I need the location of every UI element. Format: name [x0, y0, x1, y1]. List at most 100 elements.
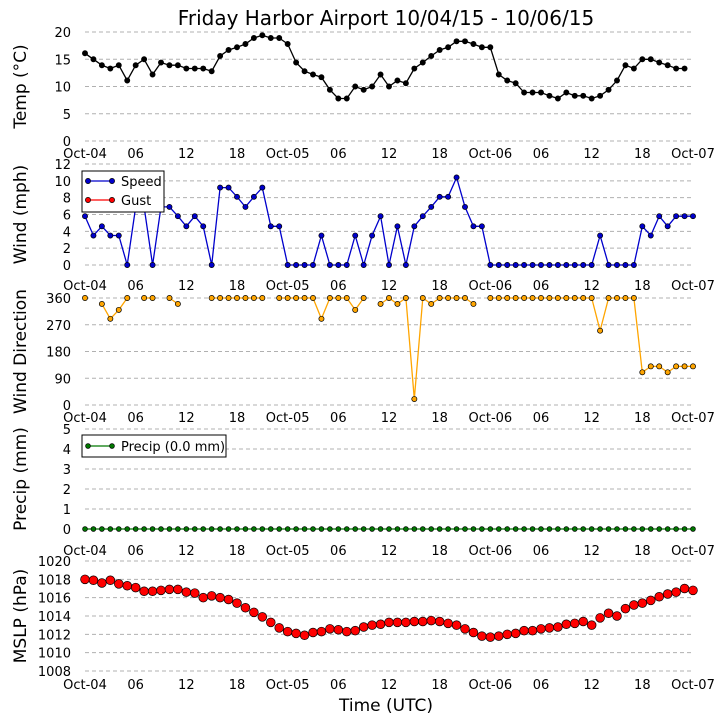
data-point	[234, 295, 240, 301]
data-point	[107, 65, 114, 72]
data-point	[538, 89, 544, 96]
x-tick-label: 06	[533, 147, 550, 162]
x-tick-label: Oct-04	[63, 544, 107, 559]
data-point	[411, 65, 418, 72]
data-point	[647, 232, 654, 239]
data-point	[325, 624, 335, 634]
data-point	[217, 184, 224, 191]
data-point	[394, 300, 401, 307]
x-tick-label: 12	[381, 411, 398, 426]
legend-marker-precip	[85, 443, 91, 449]
data-point	[487, 526, 494, 532]
data-point	[139, 586, 149, 596]
y-tick-label: 1010	[38, 647, 71, 662]
data-point	[612, 611, 622, 621]
data-point	[605, 526, 612, 532]
data-point	[597, 232, 604, 239]
x-tick-label: Oct-06	[468, 411, 512, 426]
data-point	[648, 526, 654, 532]
data-point	[333, 624, 344, 635]
data-point	[419, 295, 426, 301]
data-point	[166, 526, 173, 532]
x-tick-label: 06	[330, 147, 347, 162]
data-point	[242, 526, 249, 532]
y-tick-label: 0	[63, 523, 71, 538]
data-point	[402, 295, 409, 301]
data-point	[234, 193, 240, 200]
x-tick-label: Oct-05	[266, 279, 310, 294]
data-point	[536, 624, 546, 634]
x-tick-label: 06	[330, 279, 347, 294]
data-point	[225, 184, 232, 191]
data-point	[308, 627, 318, 638]
y-tick-label: 6	[63, 209, 71, 224]
data-point	[529, 295, 536, 301]
data-point	[174, 213, 181, 220]
data-point	[504, 77, 511, 84]
data-point	[673, 363, 680, 370]
data-point	[487, 295, 494, 301]
data-point	[690, 363, 696, 370]
data-point	[90, 526, 97, 532]
series-line-direction	[101, 296, 693, 400]
data-point	[588, 262, 595, 268]
data-point	[419, 59, 426, 66]
data-point	[394, 77, 401, 84]
data-point	[603, 608, 614, 618]
x-tick-label: 12	[178, 147, 195, 162]
data-point	[436, 47, 443, 53]
data-point	[426, 615, 436, 626]
data-point	[166, 203, 173, 210]
data-point	[664, 62, 671, 69]
x-tick-label: 06	[127, 279, 144, 294]
data-point	[588, 95, 595, 102]
data-point	[434, 616, 445, 627]
legend-label-gust: Gust	[121, 194, 151, 209]
data-point	[546, 295, 553, 301]
data-point	[208, 526, 215, 532]
data-point	[173, 584, 183, 595]
data-point	[327, 526, 333, 532]
data-point	[662, 589, 673, 599]
x-tick-label: 12	[381, 279, 398, 294]
data-point	[485, 632, 496, 642]
y-tick-label: 2	[63, 483, 71, 498]
data-point	[105, 575, 116, 585]
x-tick-label: 06	[127, 544, 144, 559]
data-point	[240, 602, 251, 613]
data-point	[495, 295, 502, 301]
data-point	[521, 295, 528, 301]
data-point	[460, 624, 470, 634]
data-point	[614, 295, 620, 301]
data-point	[276, 35, 283, 41]
data-point	[234, 44, 240, 51]
data-point	[141, 526, 147, 532]
x-tick-label: Oct-05	[266, 411, 310, 426]
data-point	[402, 80, 409, 87]
data-point	[259, 32, 266, 39]
x-tick-label: 18	[431, 279, 448, 294]
data-point	[436, 193, 443, 200]
data-point	[597, 92, 604, 99]
x-tick-label: Oct-04	[63, 411, 107, 426]
data-point	[597, 526, 603, 532]
data-point	[335, 295, 342, 301]
data-point	[622, 62, 629, 69]
data-point	[673, 65, 680, 72]
data-point	[521, 526, 527, 532]
x-tick-label: 18	[634, 544, 651, 559]
data-point	[571, 92, 578, 99]
y-tick-label: 8	[63, 192, 71, 207]
data-point	[402, 262, 409, 268]
data-point	[369, 83, 376, 90]
data-point	[318, 526, 325, 532]
data-point	[282, 626, 293, 637]
data-point	[664, 223, 671, 230]
data-point	[217, 295, 224, 301]
data-point	[586, 620, 597, 630]
data-point	[88, 575, 99, 585]
data-point	[453, 295, 460, 301]
y-tick-label: 0	[63, 399, 71, 414]
legend-label-precip: Precip (0.0 mm)	[121, 440, 225, 455]
y-axis-label: Precip (mm)	[11, 427, 31, 531]
